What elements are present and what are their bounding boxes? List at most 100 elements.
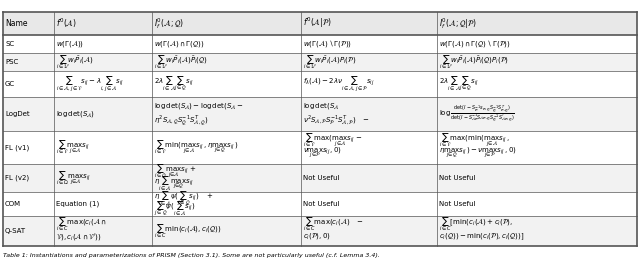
Text: $\log\det(S_\mathcal{A})$: $\log\det(S_\mathcal{A})$	[56, 109, 95, 119]
Bar	[3, 164, 54, 192]
Bar	[3, 131, 54, 164]
Bar	[54, 53, 152, 72]
Bar	[54, 164, 152, 192]
Text: $c_i(\mathcal{Q})) - \min(c_i(\mathcal{P}), c_i(\mathcal{Q}))]$: $c_i(\mathcal{Q})) - \min(c_i(\mathcal{P…	[439, 231, 525, 242]
Text: SC: SC	[5, 41, 14, 47]
Text: $2\lambda\sum_{i\in\mathcal{A}}\sum_{j\in\mathcal{Q}} s_{ij}$: $2\lambda\sum_{i\in\mathcal{A}}\sum_{j\i…	[439, 75, 479, 93]
Bar	[152, 131, 301, 164]
Text: $\log\det(S_\mathcal{A}) - \log\det(S_\mathcal{A} -$: $\log\det(S_\mathcal{A}) - \log\det(S_\m…	[154, 102, 244, 112]
Text: $\sum_{i\in\mathcal{U}} w_i\bar{P}_i(\mathcal{A})P_i(\mathcal{P})$: $\sum_{i\in\mathcal{U}} w_i\bar{P}_i(\ma…	[303, 53, 356, 71]
Bar	[152, 164, 301, 192]
Bar	[301, 164, 437, 192]
Text: $\sum_{i\in C}\min(c_i(\mathcal{A}), c_i(\mathcal{Q}))$: $\sum_{i\in C}\min(c_i(\mathcal{A}), c_i…	[154, 222, 221, 240]
Text: $I_f^0(\mathcal{A};\mathcal{Q}|\mathcal{P})$: $I_f^0(\mathcal{A};\mathcal{Q}|\mathcal{…	[439, 16, 477, 31]
Text: Not Useful: Not Useful	[439, 201, 476, 207]
Text: $\log\frac{\det(I-S_\mathcal{P}^{-1}s_{\mathcal{P},\mathcal{Q}}S_\mathcal{Q}^{-1: $\log\frac{\det(I-S_\mathcal{P}^{-1}s_{\…	[439, 104, 515, 124]
Bar	[54, 131, 152, 164]
Text: $w(\Gamma(\mathcal{A}))$: $w(\Gamma(\mathcal{A}))$	[56, 38, 84, 49]
Text: FL (v2): FL (v2)	[5, 175, 29, 181]
Text: $I_f^0(\mathcal{A};\mathcal{Q})$: $I_f^0(\mathcal{A};\mathcal{Q})$	[154, 16, 184, 31]
Text: $\sum_{i\in\mathcal{U}} w_i\bar{P}_i(\mathcal{A})$: $\sum_{i\in\mathcal{U}} w_i\bar{P}_i(\ma…	[56, 53, 93, 71]
Bar	[152, 192, 301, 216]
Bar	[437, 53, 637, 72]
Text: $\sum_{i\in C}\max(c_i(\mathcal{A}\cap$: $\sum_{i\in C}\max(c_i(\mathcal{A}\cap$	[56, 216, 106, 233]
Text: $\sum_{i\in\mathcal{A},j\in\mathcal{V}} s_{ij} - \lambda\sum_{i,j\in\mathcal{A}}: $\sum_{i\in\mathcal{A},j\in\mathcal{V}} …	[56, 74, 124, 94]
Bar	[54, 97, 152, 131]
Text: $\sum_{i\in C}[\min(c_i(\mathcal{A}) + c_i(\mathcal{P}),$: $\sum_{i\in C}[\min(c_i(\mathcal{A}) + c…	[439, 216, 513, 233]
Text: GC: GC	[5, 81, 15, 87]
Bar	[437, 97, 637, 131]
Bar	[54, 72, 152, 97]
Bar	[152, 72, 301, 97]
Text: $f^0(\mathcal{A})$: $f^0(\mathcal{A})$	[56, 17, 77, 30]
Bar	[301, 97, 437, 131]
Text: $w(\Gamma(\mathcal{A}) \cap \Gamma(\mathcal{Q}) \setminus \Gamma(\mathcal{P}))$: $w(\Gamma(\mathcal{A}) \cap \Gamma(\math…	[439, 38, 511, 49]
Bar	[54, 12, 152, 34]
Text: $w(\Gamma(\mathcal{A}) \setminus \Gamma(\mathcal{P}))$: $w(\Gamma(\mathcal{A}) \setminus \Gamma(…	[303, 38, 352, 49]
Text: FL (v1): FL (v1)	[5, 144, 29, 150]
Text: $\eta^2 S_{\mathcal{A},\mathcal{Q}}S_\mathcal{Q}^{-1}S_{\mathcal{A},\mathcal{Q}}: $\eta^2 S_{\mathcal{A},\mathcal{Q}}S_\ma…	[154, 113, 209, 127]
Text: $w(\Gamma(\mathcal{A}) \cap \Gamma(\mathcal{Q}))$: $w(\Gamma(\mathcal{A}) \cap \Gamma(\math…	[154, 38, 204, 49]
Bar	[152, 12, 301, 34]
Text: Name: Name	[5, 19, 28, 28]
Text: $\sum_{i\in\mathcal{V}}\max_{j\in\mathcal{A}} s_{ij}$: $\sum_{i\in\mathcal{V}}\max_{j\in\mathca…	[56, 139, 90, 156]
Bar	[301, 216, 437, 246]
Text: $2\lambda\sum_{i\in\mathcal{A}}\sum_{j\in\mathcal{Q}} s_{ij}$: $2\lambda\sum_{i\in\mathcal{A}}\sum_{j\i…	[154, 75, 194, 93]
Text: $f^0(\mathcal{A}|\mathcal{P})$: $f^0(\mathcal{A}|\mathcal{P})$	[303, 16, 332, 31]
Bar	[437, 12, 637, 34]
Text: $c_i(\mathcal{P}), 0)$: $c_i(\mathcal{P}), 0)$	[303, 231, 331, 241]
Bar	[437, 72, 637, 97]
Bar	[437, 34, 637, 53]
Bar	[3, 216, 54, 246]
Text: $\eta\sum_{i\in\mathcal{A}}\psi(\sum_{j\in\mathcal{Q}} s_{ij})\quad +$: $\eta\sum_{i\in\mathcal{A}}\psi(\sum_{j\…	[154, 190, 213, 208]
Text: $\sum_{i\in\mathcal{V}}\max(\min(\max_{j\in\mathcal{A}} s_{ij},$: $\sum_{i\in\mathcal{V}}\max(\min(\max_{j…	[439, 132, 510, 149]
Text: COM: COM	[5, 201, 21, 207]
Text: $f_\lambda(\mathcal{A}) - 2\lambda\nu\sum_{i\in\mathcal{A},j\in\mathcal{P}} s_{i: $f_\lambda(\mathcal{A}) - 2\lambda\nu\su…	[303, 74, 374, 94]
Bar	[152, 53, 301, 72]
Bar	[301, 53, 437, 72]
Bar	[3, 53, 54, 72]
Text: Table 1: Instantiations and parameterizations of PRISM (Section 3.1). Some are n: Table 1: Instantiations and parameteriza…	[3, 253, 380, 258]
Bar	[3, 192, 54, 216]
Bar	[301, 34, 437, 53]
Bar	[437, 131, 637, 164]
Text: $\mathcal{V}), c_i(\mathcal{A}\cap\mathcal{V}'))$: $\mathcal{V}), c_i(\mathcal{A}\cap\mathc…	[56, 231, 102, 242]
Text: $\sum_{i\in\mathcal{V}}\min(\max_{j\in\mathcal{A}} s_{ij}, \eta\max_{j\in\mathca: $\sum_{i\in\mathcal{V}}\min(\max_{j\in\m…	[154, 139, 239, 156]
Text: Equation (1): Equation (1)	[56, 201, 99, 207]
Bar	[3, 72, 54, 97]
Text: $\sum_{i\in\mathcal{Q}}\max_{j\in\mathcal{A}} s_{ij} +$: $\sum_{i\in\mathcal{Q}}\max_{j\in\mathca…	[154, 163, 196, 181]
Bar	[301, 131, 437, 164]
Bar	[54, 216, 152, 246]
Text: $\sum_{i\in\mathcal{U}} w_i\bar{P}_i(\mathcal{A})\bar{P}_i(\mathcal{Q})$: $\sum_{i\in\mathcal{U}} w_i\bar{P}_i(\ma…	[154, 53, 208, 71]
Bar	[152, 34, 301, 53]
Text: PSC: PSC	[5, 59, 19, 65]
Bar	[301, 12, 437, 34]
Text: $\sum_{j\in\mathcal{Q}}\psi(\sum_{i\in\mathcal{A}} s_{ij})$: $\sum_{j\in\mathcal{Q}}\psi(\sum_{i\in\m…	[154, 199, 196, 218]
Bar	[54, 34, 152, 53]
Text: $\sum_{i\in C}\max(c_i(\mathcal{A})\quad -$: $\sum_{i\in C}\max(c_i(\mathcal{A})\quad…	[303, 216, 364, 233]
Text: Not Useful: Not Useful	[303, 201, 339, 207]
Text: $\nu\max_{j\in\mathcal{P}} s_{ij}, 0)$: $\nu\max_{j\in\mathcal{P}} s_{ij}, 0)$	[303, 146, 342, 161]
Bar	[3, 12, 54, 34]
Bar	[437, 216, 637, 246]
Text: $\eta\max_{j\in\mathcal{Q}} s_{ij}) - \nu\max_{j\in\mathcal{P}} s_{ij}, 0)$: $\eta\max_{j\in\mathcal{Q}} s_{ij}) - \n…	[439, 146, 517, 160]
Text: LogDet: LogDet	[5, 111, 29, 117]
Text: $\sum_{i\in\mathcal{V}}\max(\max_{j\in\mathcal{A}} s_{ij} -$: $\sum_{i\in\mathcal{V}}\max(\max_{j\in\m…	[303, 132, 363, 149]
Bar	[437, 164, 637, 192]
Bar	[152, 97, 301, 131]
Text: $\nu^2 S_{\mathcal{A},\mathcal{P}}S_\mathcal{P}^{-1}S_{\mathcal{A},\mathcal{P}}^: $\nu^2 S_{\mathcal{A},\mathcal{P}}S_\mat…	[303, 113, 370, 127]
Text: $\log\det(S_\mathcal{A}$: $\log\det(S_\mathcal{A}$	[303, 102, 339, 112]
Text: $\sum_{i\in\mathcal{U}} w_i\bar{P}_i(\mathcal{A})\bar{P}_i(\mathcal{Q})P_i(\math: $\sum_{i\in\mathcal{U}} w_i\bar{P}_i(\ma…	[439, 53, 509, 71]
Text: Not Useful: Not Useful	[439, 175, 476, 181]
Text: $\sum_{i\in\Omega}\max_{j\in\mathcal{A}} s_{ij}$: $\sum_{i\in\Omega}\max_{j\in\mathcal{A}}…	[56, 169, 91, 187]
Text: $\eta\sum_{i\in\mathcal{A}}\max_{j\in\mathcal{Q}} s_{ij}$: $\eta\sum_{i\in\mathcal{A}}\max_{j\in\ma…	[154, 174, 194, 192]
Bar	[54, 192, 152, 216]
Bar	[301, 192, 437, 216]
Text: Not Useful: Not Useful	[303, 175, 339, 181]
Text: Q-SAT: Q-SAT	[5, 228, 26, 234]
Bar	[301, 72, 437, 97]
Bar	[437, 192, 637, 216]
Bar	[3, 97, 54, 131]
Bar	[152, 216, 301, 246]
Bar	[3, 34, 54, 53]
